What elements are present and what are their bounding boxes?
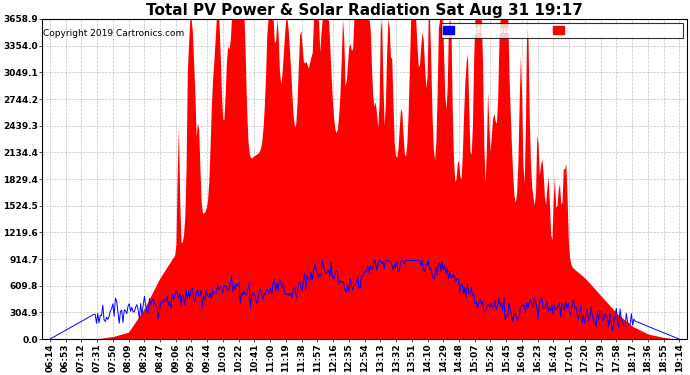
Title: Total PV Power & Solar Radiation Sat Aug 31 19:17: Total PV Power & Solar Radiation Sat Aug… bbox=[146, 3, 583, 18]
Legend: Radiation (w/m2), PV Panels (DC Watts): Radiation (w/m2), PV Panels (DC Watts) bbox=[440, 24, 682, 38]
Text: Copyright 2019 Cartronics.com: Copyright 2019 Cartronics.com bbox=[43, 28, 184, 38]
